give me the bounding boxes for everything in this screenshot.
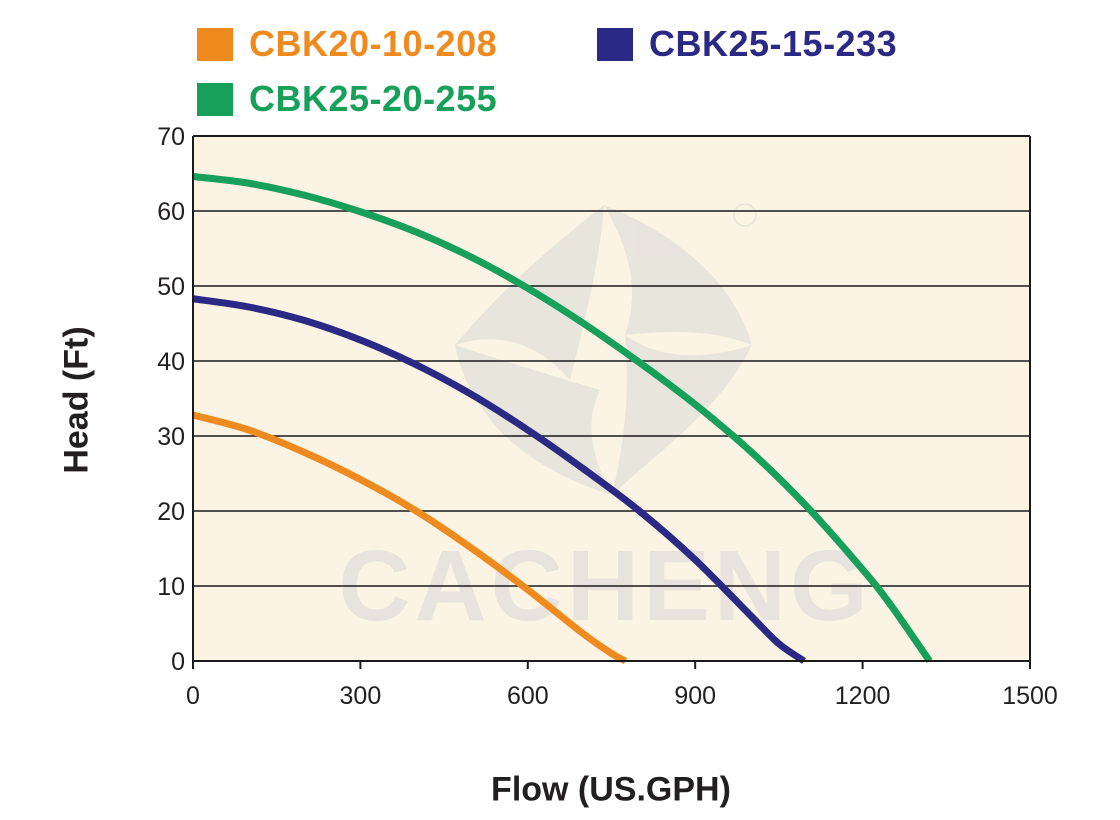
x-axis-title: Flow (US.GPH) — [491, 770, 731, 809]
x-tick-labels: 0 300 600 900 1200 1500 — [186, 682, 1058, 710]
legend-label-cbk25-20-255: CBK25-20-255 — [249, 78, 498, 119]
x-tick-label-0: 0 — [186, 682, 200, 710]
legend-swatch-cbk25-15-233 — [597, 27, 633, 61]
series-line-cbk20-10-208 — [192, 411, 628, 665]
y-tick-label-30: 30 — [157, 423, 185, 451]
watermark-logo — [455, 205, 752, 495]
watermark-registered-mark — [733, 203, 757, 227]
grid-lines — [193, 210, 1030, 587]
y-tick-labels: 0 10 20 30 40 50 60 70 — [157, 123, 185, 676]
legend-item-cbk20-10-208: CBK20-10-208 — [197, 23, 497, 65]
x-tick-label-300: 300 — [340, 682, 382, 710]
series-line-cbk25-15-233 — [192, 295, 806, 664]
y-tick-label-40: 40 — [157, 348, 185, 376]
y-tick-label-20: 20 — [157, 498, 185, 526]
legend-label-cbk20-10-208: CBK20-10-208 — [249, 23, 498, 64]
y-tick-label-0: 0 — [171, 648, 185, 676]
series-line-cbk25-20-255 — [192, 173, 933, 663]
plot-background — [193, 136, 1030, 661]
x-tick-label-1500: 1500 — [1002, 682, 1058, 710]
y-tick-label-50: 50 — [157, 273, 185, 301]
series-layer — [192, 173, 933, 665]
legend-item-cbk25-20-255: CBK25-20-255 — [197, 78, 497, 120]
axis-frame — [192, 135, 1031, 669]
x-tick-label-1200: 1200 — [835, 682, 891, 710]
legend-swatch-cbk25-20-255 — [197, 82, 233, 116]
legend-swatch-cbk20-10-208 — [197, 27, 233, 61]
x-tick-label-900: 900 — [674, 682, 716, 710]
y-tick-label-10: 10 — [157, 573, 185, 601]
legend-label-cbk25-15-233: CBK25-15-233 — [649, 23, 898, 64]
x-tick-label-600: 600 — [507, 682, 549, 710]
legend-item-cbk25-15-233: CBK25-15-233 — [597, 23, 897, 65]
y-tick-label-70: 70 — [157, 123, 185, 151]
y-tick-label-60: 60 — [157, 198, 185, 226]
